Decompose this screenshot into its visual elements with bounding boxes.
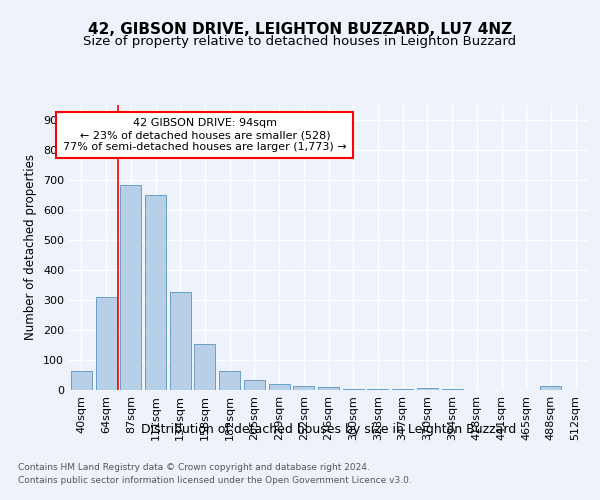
Bar — [392, 389, 413, 390]
Bar — [170, 292, 191, 390]
Bar — [343, 388, 364, 390]
Bar — [95, 297, 116, 390]
Bar — [219, 370, 240, 390]
Bar — [145, 195, 166, 390]
Bar — [244, 380, 265, 390]
Bar — [541, 386, 562, 390]
Bar — [318, 387, 339, 390]
Text: Distribution of detached houses by size in Leighton Buzzard: Distribution of detached houses by size … — [141, 422, 517, 436]
Y-axis label: Number of detached properties: Number of detached properties — [25, 154, 37, 340]
Text: Size of property relative to detached houses in Leighton Buzzard: Size of property relative to detached ho… — [83, 35, 517, 48]
Bar — [417, 388, 438, 390]
Text: 42, GIBSON DRIVE, LEIGHTON BUZZARD, LU7 4NZ: 42, GIBSON DRIVE, LEIGHTON BUZZARD, LU7 … — [88, 22, 512, 38]
Bar — [367, 388, 388, 390]
Bar — [71, 372, 92, 390]
Bar — [269, 384, 290, 390]
Bar — [293, 386, 314, 390]
Text: 42 GIBSON DRIVE: 94sqm
← 23% of detached houses are smaller (528)
77% of semi-de: 42 GIBSON DRIVE: 94sqm ← 23% of detached… — [63, 118, 347, 152]
Bar — [120, 184, 141, 390]
Bar — [194, 344, 215, 390]
Text: Contains HM Land Registry data © Crown copyright and database right 2024.: Contains HM Land Registry data © Crown c… — [18, 462, 370, 471]
Text: Contains public sector information licensed under the Open Government Licence v3: Contains public sector information licen… — [18, 476, 412, 485]
